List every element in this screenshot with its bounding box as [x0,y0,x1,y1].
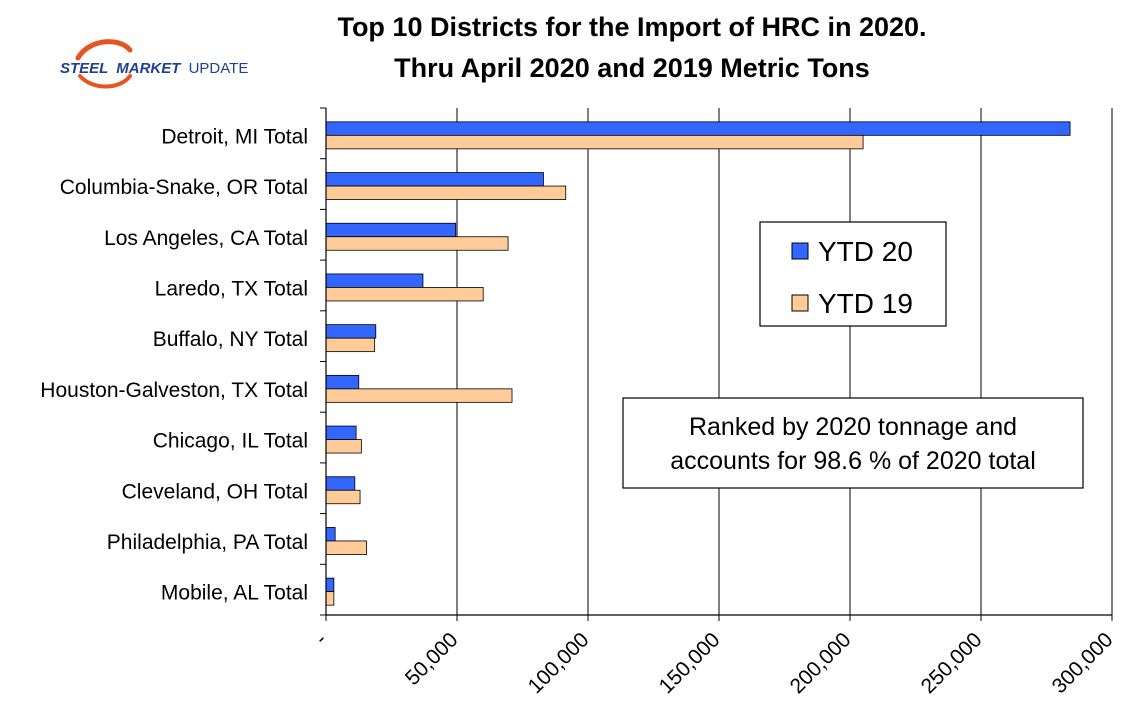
legend-label-ytd20: YTD 20 [818,236,913,267]
annotation: Ranked by 2020 tonnage and accounts for … [622,397,1084,489]
legend-label-ytd19: YTD 19 [818,288,913,319]
logo-word-market: MARKET [116,60,182,77]
bar-ytd20-1 [325,172,544,187]
category-label-6: Chicago, IL Total [153,430,308,453]
logo-swoosh-top [75,39,133,61]
category-label-0: Detroit, MI Total [161,125,308,148]
steel-market-update-logo: STEEL MARKET UPDATE [60,39,248,89]
bar-ytd20-9 [325,577,335,593]
bar-ytd20-3 [325,273,424,288]
bar-ytd20-5 [325,374,360,390]
bar-ytd19-1 [325,185,567,200]
bar-ytd19-0 [325,134,864,150]
category-label-4: Buffalo, NY Total [153,328,308,351]
chart-subtitle: Thru April 2020 and 2019 Metric Tons [394,53,870,83]
bar-ytd19-6 [325,439,362,454]
x-tick-label-5: 250,000 [917,628,987,698]
bar-ytd19-5 [325,388,513,403]
logo-word-steel: STEEL [60,60,108,77]
annotation-box [622,397,1084,489]
bar-ytd19-4 [325,337,375,353]
legend-swatch-ytd20 [791,242,809,260]
category-label-3: Laredo, TX Total [155,277,308,300]
category-label-1: Columbia-Snake, OR Total [60,176,308,199]
x-tick-label-3: 150,000 [655,628,725,698]
bar-ytd20-2 [325,222,457,238]
legend-swatch-ytd19 [791,294,809,312]
chart-title: Top 10 Districts for the Import of HRC i… [337,12,926,42]
bar-ytd19-2 [325,236,509,251]
x-tick-label-0: - [310,628,331,649]
bar-ytd19-3 [325,287,484,302]
svg-text:STEEL MARKET UPDAT: STEEL MARKET UPDATE [60,60,248,77]
logo-swoosh-bottom [78,74,132,89]
category-label-5: Houston-Galveston, TX Total [40,379,308,402]
bar-ytd20-8 [325,527,336,542]
x-tick-label-2: 100,000 [524,628,594,698]
category-labels: Detroit, MI Total Columbia-Snake, OR Tota… [40,125,308,604]
bar-ytd20-7 [325,476,356,491]
x-tick-label-4: 200,000 [786,628,856,698]
category-label-7: Cleveland, OH Total [122,480,308,503]
bars [325,121,1071,606]
category-label-8: Philadelphia, PA Total [107,531,308,554]
bar-ytd20-0 [325,121,1071,136]
x-tick-labels: - 50,000 100,000 150,000 200,000 250,000 300,0… [310,628,1117,698]
legend-box [759,221,947,327]
annotation-line-2: accounts for 98.6 % of 2020 total [670,447,1036,475]
axes [320,107,1113,621]
logo-word-update: UPDATE [189,60,249,77]
x-tick-label-1: 50,000 [401,628,463,690]
bar-ytd20-6 [325,425,357,440]
legend: YTD 20 YTD 19 [759,221,947,327]
category-label-9: Mobile, AL Total [161,582,308,605]
bar-ytd20-4 [325,324,377,339]
bar-ytd19-9 [325,591,335,606]
bar-ytd19-7 [325,489,361,505]
gridlines [456,108,1113,615]
x-tick-label-6: 300,000 [1048,628,1118,698]
annotation-line-1: Ranked by 2020 tonnage and [689,413,1017,441]
category-label-2: Los Angeles, CA Total [104,227,308,250]
bar-ytd19-8 [325,540,368,555]
